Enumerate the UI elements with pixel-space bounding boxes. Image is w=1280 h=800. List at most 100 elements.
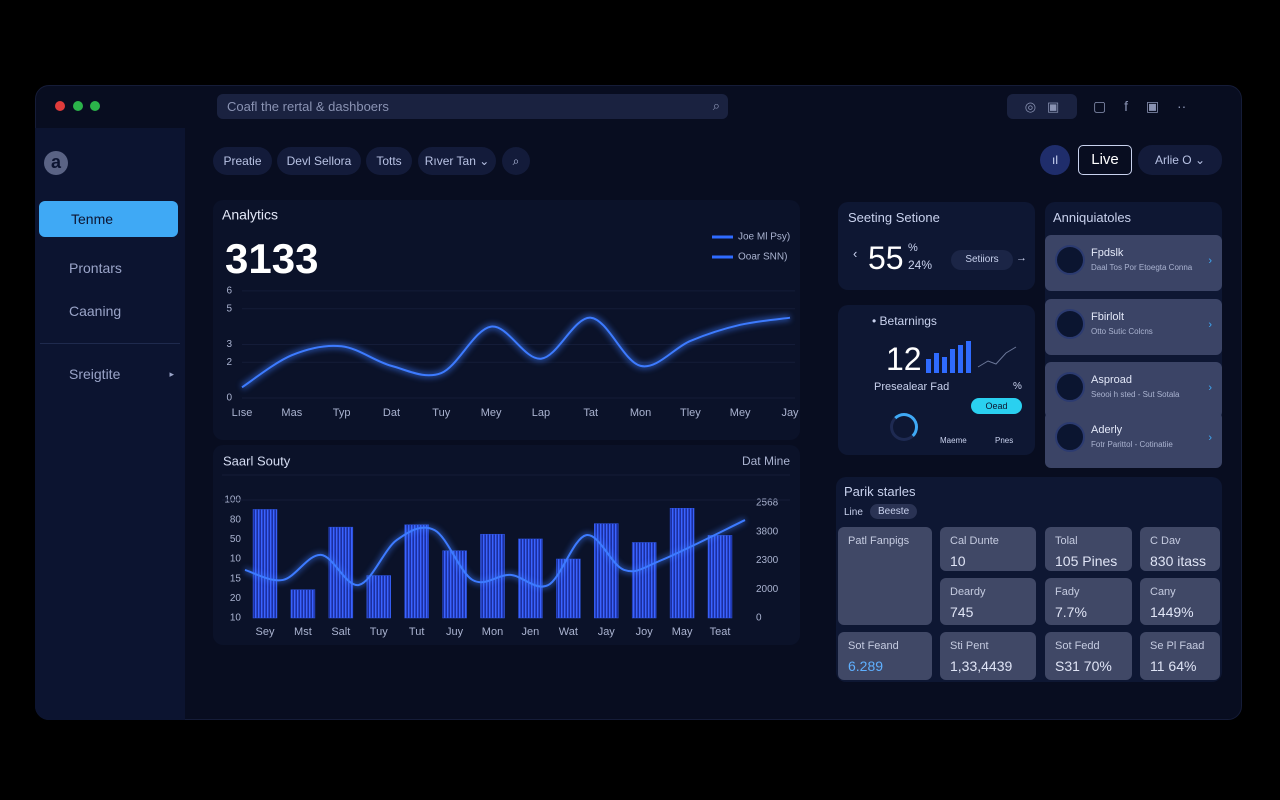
- stat-label: Tolal: [1055, 535, 1078, 547]
- session-panel: Seeting Setione ‹ 55 % 24% Setiiors →: [838, 202, 1035, 290]
- annotation-name: Asproad: [1091, 374, 1132, 386]
- earnings-label: Presealear Fad: [874, 381, 950, 393]
- divider: [40, 343, 180, 344]
- x-tick-label: Mon: [630, 407, 651, 419]
- link[interactable]: Pnes: [995, 436, 1014, 445]
- x-tick-label: Teat: [710, 626, 731, 638]
- avatar: [1055, 422, 1085, 452]
- nav-item[interactable]: Prontars: [46, 260, 122, 276]
- title-text: Betarnings: [879, 314, 937, 328]
- chart-title: Saarl Souty: [223, 453, 291, 468]
- stat-cell: Cal Dunte 10: [940, 527, 1036, 571]
- tab[interactable]: Devl Sellora: [277, 147, 361, 175]
- annotation-detail: Daal Tos Por Etoegta Conna: [1091, 263, 1193, 272]
- x-tick-label: Salt: [331, 626, 350, 638]
- annotation-item[interactable]: Fpdslk Daal Tos Por Etoegta Conna ›: [1045, 235, 1222, 291]
- x-tick-label: Wat: [559, 626, 578, 638]
- stat-label: Fady: [1055, 586, 1080, 598]
- legend-label: Joe Ml Psy): [738, 232, 790, 243]
- minimize-button[interactable]: [73, 101, 83, 111]
- annotation-item[interactable]: Aderly Fotr Parittol - Cotinatiie ›: [1045, 412, 1222, 468]
- logo[interactable]: a: [44, 151, 68, 175]
- earnings-value: 12: [886, 341, 922, 377]
- tab-search[interactable]: ⌕: [502, 147, 530, 175]
- x-tick-label: Dat: [383, 407, 400, 419]
- panel-title: • Betarnings: [872, 314, 937, 328]
- y-tick-label: 80: [230, 514, 242, 525]
- close-button[interactable]: [55, 101, 65, 111]
- annotation-item[interactable]: Asproad Seooi h sted - Sut Sotala ›: [1045, 362, 1222, 418]
- y2-tick-label: 2000: [756, 584, 779, 595]
- y-tick-label: 0: [226, 393, 232, 404]
- x-tick-label: Tat: [583, 407, 598, 419]
- data-line: [241, 316, 791, 389]
- stat-cell: C Dav 830 itass: [1140, 527, 1220, 571]
- stat-value: 6.289: [848, 658, 884, 674]
- annotation-detail: Fotr Parittol - Cotinatiie: [1091, 440, 1173, 449]
- x-tick-label: Tley: [680, 407, 701, 419]
- earnings-button[interactable]: Oead: [971, 398, 1022, 414]
- nav-item[interactable]: Sreigtite ▸: [46, 366, 176, 382]
- mini-trend: [977, 346, 1017, 368]
- toolbar-group[interactable]: ◎ ▣: [1007, 94, 1077, 119]
- stat-value: 10: [950, 553, 966, 569]
- session-button[interactable]: Setiiors: [951, 250, 1013, 270]
- y2-tick-label: 0: [756, 613, 762, 624]
- stat-value: 745: [950, 604, 974, 620]
- search-bar[interactable]: Coafl the rertal & dashboers ⌕: [217, 94, 728, 119]
- stat-cell: Sot Fedd S31 70%: [1045, 632, 1132, 680]
- bar: [669, 508, 695, 619]
- annotation-detail: Otto Sutic Colcns: [1091, 327, 1153, 336]
- live-button[interactable]: Live: [1078, 145, 1132, 175]
- maximize-button[interactable]: [90, 101, 100, 111]
- nav-label: Sreigtite: [69, 366, 121, 382]
- chip[interactable]: Beeste: [870, 504, 918, 519]
- x-tick-label: Lıse: [232, 407, 253, 419]
- stat-value: 7.7%: [1055, 604, 1087, 620]
- tab-dropdown[interactable]: Rıver Tan ⌄: [418, 147, 496, 175]
- x-tick-label: Jay: [781, 407, 799, 419]
- x-tick-label: May: [672, 626, 693, 638]
- search-text: Coafl the rertal & dashboers: [227, 99, 389, 114]
- x-tick-label: Lap: [532, 407, 550, 419]
- y-tick-label: 20: [230, 593, 242, 604]
- session-unit: %: [908, 242, 918, 254]
- icon-button[interactable]: ıl: [1040, 145, 1070, 175]
- stat-value: 11 64%: [1150, 658, 1197, 674]
- prev-chevron[interactable]: ‹: [853, 246, 858, 261]
- stat-value: 105 Pines: [1055, 553, 1118, 569]
- headline-value: 3133: [225, 235, 318, 282]
- y2-tick-label: 3800: [756, 526, 779, 537]
- stat-cell: Sti Pent 1,33,4439: [940, 632, 1036, 680]
- user-menu[interactable]: Arlie O ⌄: [1138, 145, 1222, 175]
- link[interactable]: Maeme: [940, 436, 967, 445]
- stat-label: Sti Pent: [950, 640, 989, 652]
- stat-value: 1449%: [1150, 604, 1194, 620]
- x-tick-label: Mst: [294, 626, 312, 638]
- annotation-name: Fpdslk: [1091, 247, 1124, 259]
- nav-item[interactable]: Caaning: [46, 303, 121, 319]
- chip[interactable]: Line: [844, 507, 863, 518]
- y-tick-label: 15: [230, 573, 242, 584]
- panel-title: Seeting Setione: [848, 210, 940, 225]
- annotation-item[interactable]: Fbirlolt Otto Sutic Colcns ›: [1045, 299, 1222, 355]
- session-change: 24%: [908, 258, 933, 272]
- nav-label: Prontars: [69, 260, 122, 276]
- chevron: ›: [1208, 319, 1212, 331]
- x-tick-label: Tut: [409, 626, 425, 638]
- bar: [707, 535, 733, 619]
- bar: [290, 589, 316, 619]
- y-tick-label: 2: [226, 357, 232, 368]
- x-tick-label: Jen: [522, 626, 540, 638]
- toolbar-icons[interactable]: ▢ f ▣ ··: [1093, 98, 1187, 114]
- user-name: Arlie O: [1154, 153, 1192, 167]
- nav-label: Caaning: [69, 303, 122, 319]
- nav-item-active[interactable]: Tenme: [39, 201, 178, 237]
- tab[interactable]: Preatie: [213, 147, 272, 175]
- y-tick-label: 3: [226, 339, 232, 350]
- x-tick-label: Mey: [481, 407, 502, 419]
- tab[interactable]: Totts: [366, 147, 412, 175]
- nav-label: Tenme: [71, 211, 114, 227]
